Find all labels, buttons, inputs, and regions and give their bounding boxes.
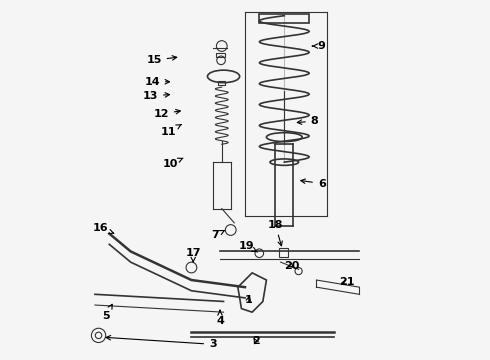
Bar: [259, 14, 309, 23]
Bar: [217, 53, 225, 57]
Text: 14: 14: [145, 77, 170, 87]
Text: 5: 5: [102, 304, 112, 321]
Text: 17: 17: [185, 248, 201, 262]
Text: 7: 7: [211, 230, 224, 240]
Text: 12: 12: [153, 109, 180, 119]
Text: 19: 19: [239, 241, 257, 252]
Text: 3: 3: [106, 336, 217, 349]
Text: 1: 1: [245, 295, 252, 305]
Text: 2: 2: [252, 337, 260, 346]
Text: 10: 10: [162, 158, 183, 169]
Text: 11: 11: [160, 125, 181, 137]
Text: 21: 21: [339, 277, 355, 287]
Text: 18: 18: [268, 220, 283, 246]
Text: 8: 8: [297, 116, 318, 126]
Bar: [279, 248, 288, 257]
Text: 9: 9: [312, 41, 326, 51]
Text: 4: 4: [216, 310, 224, 326]
Text: 16: 16: [93, 223, 114, 234]
Bar: [218, 81, 225, 85]
Text: 15: 15: [146, 55, 177, 65]
Text: 13: 13: [143, 91, 170, 101]
Text: 20: 20: [284, 261, 299, 271]
Text: 6: 6: [301, 179, 326, 189]
